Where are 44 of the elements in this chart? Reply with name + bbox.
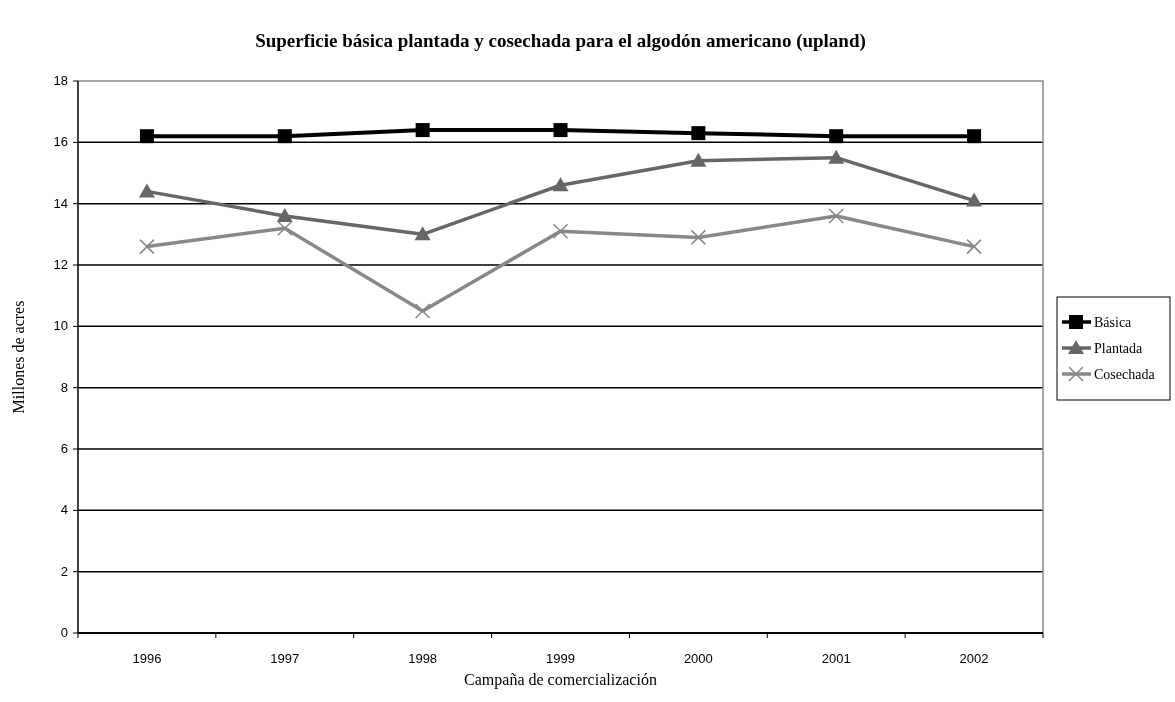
point (828, 149, 845, 164)
point (414, 226, 431, 241)
y-tick-label: 4 (60, 502, 68, 518)
y-tick-label: 0 (60, 625, 68, 640)
point (829, 129, 844, 144)
y-tick-label: 18 (53, 73, 68, 88)
point (414, 303, 431, 319)
x-tick-label: 1997 (270, 651, 300, 666)
point (828, 208, 844, 224)
x-tick-label: 2001 (821, 651, 851, 666)
y-tick-label: 10 (53, 318, 68, 334)
point (966, 238, 982, 255)
point (552, 223, 569, 240)
point (277, 129, 292, 144)
legend-label: Básica (1094, 315, 1133, 330)
y-axis-title: Millones de acres (10, 300, 27, 414)
x-tick-label: 2000 (683, 651, 713, 666)
y-tick-label: 14 (53, 195, 68, 211)
point (967, 129, 982, 144)
point (691, 126, 706, 141)
point (690, 229, 707, 246)
point (276, 207, 293, 222)
point (415, 123, 430, 138)
y-tick-label: 8 (60, 379, 68, 395)
point (553, 123, 568, 138)
y-tick-label: 2 (60, 563, 68, 579)
x-tick-label: 1999 (546, 651, 575, 666)
point (277, 220, 293, 236)
x-axis-title: Campaña de comercialización (464, 671, 657, 689)
y-tick-label: 12 (53, 257, 68, 272)
point (552, 177, 569, 192)
x-tick-label: 1996 (132, 651, 162, 666)
legend-label: Cosechada (1094, 367, 1156, 382)
x-tick-label: 1998 (408, 651, 438, 666)
x-tick-label: 2002 (959, 651, 989, 666)
point (690, 152, 707, 167)
point (966, 192, 983, 207)
y-tick-label: 6 (60, 441, 68, 456)
chart-title: Superficie básica plantada y cosechada para el algodón americano (upland) (255, 30, 866, 52)
y-tick-label: 16 (53, 134, 68, 150)
legend-label: Plantada (1094, 341, 1143, 356)
point (139, 238, 155, 255)
point (138, 183, 155, 198)
point (139, 129, 154, 144)
